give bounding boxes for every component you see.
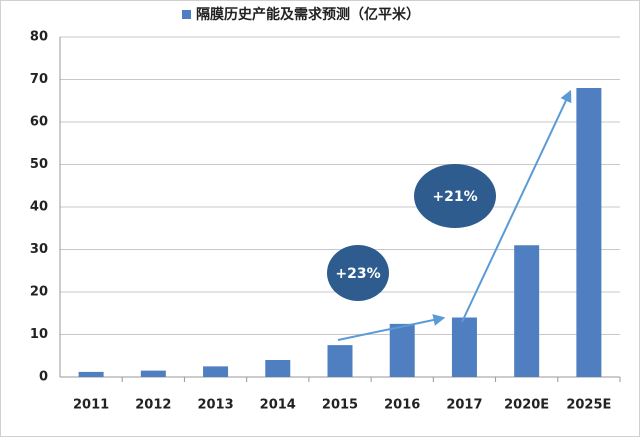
bar	[514, 245, 540, 377]
bar	[576, 88, 602, 377]
bar	[78, 371, 104, 377]
x-tick-label: 2015	[322, 398, 358, 413]
x-tick-label: 2020E	[504, 398, 549, 413]
arrow	[337, 314, 446, 341]
annotation: +23%	[335, 266, 380, 282]
y-tick-label: 10	[30, 327, 48, 342]
y-tick-label: 60	[30, 115, 48, 130]
y-tick-label: 0	[39, 370, 48, 385]
y-tick-label: 20	[30, 285, 48, 300]
x-tick-label: 2016	[384, 398, 420, 413]
y-tick-label: 80	[30, 30, 48, 45]
bar	[389, 323, 415, 377]
legend-swatch	[182, 10, 191, 19]
y-tick-label: 30	[30, 242, 48, 257]
annotation: +21%	[432, 189, 477, 205]
bar	[451, 317, 477, 377]
arrow	[461, 89, 572, 323]
y-tick-label: 50	[30, 157, 48, 172]
x-tick-label: 2025E	[566, 398, 611, 413]
bar	[327, 345, 353, 377]
bar	[203, 366, 229, 377]
x-tick-label: 2014	[260, 398, 296, 413]
y-tick-label: 40	[30, 200, 48, 215]
legend-label: 隔膜历史产能及需求预测（亿平米）	[196, 6, 420, 23]
plot-area: 0 10 20 30 40 50 60 70 80 2011 2012 2013 2014 2015 201…	[30, 30, 621, 413]
bar	[140, 370, 166, 377]
x-tick-label: 2011	[73, 398, 109, 413]
bar	[265, 360, 291, 377]
x-tick-label: 2013	[197, 398, 233, 413]
annotation-bubble	[327, 245, 389, 301]
y-tick-label: 70	[30, 72, 48, 87]
x-tick-label: 2012	[135, 398, 171, 413]
x-tick-label: 2017	[446, 398, 482, 413]
annotation-bubble	[414, 164, 496, 228]
